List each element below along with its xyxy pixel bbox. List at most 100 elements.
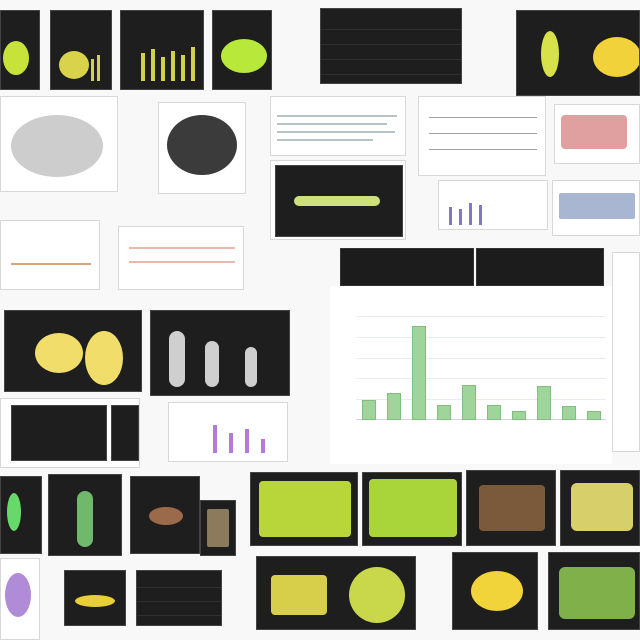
thumb-brown-card[interactable] bbox=[200, 500, 236, 556]
sprout-shape bbox=[7, 493, 21, 531]
thumb-root-sketch[interactable] bbox=[418, 96, 546, 176]
thumb-line-chart-right[interactable] bbox=[118, 226, 244, 290]
bar-2 bbox=[386, 392, 401, 420]
thumb-yellow-hand[interactable] bbox=[452, 552, 538, 630]
photo-shape bbox=[5, 573, 31, 617]
gridline bbox=[321, 74, 461, 75]
x-ticks bbox=[356, 424, 606, 464]
sketch-line bbox=[429, 117, 537, 118]
bar-chart-panel bbox=[330, 286, 612, 464]
thumb-brown-texture[interactable] bbox=[466, 470, 556, 546]
bar-stripe bbox=[449, 207, 452, 225]
bar-stripe bbox=[469, 203, 472, 225]
bar-stripe bbox=[181, 55, 185, 81]
thumb-yellow-leaf-1[interactable] bbox=[0, 10, 40, 90]
texture-shape bbox=[349, 567, 405, 623]
bar-stripe bbox=[459, 209, 462, 225]
bar-5 bbox=[461, 384, 476, 420]
gridline bbox=[137, 615, 221, 616]
leaf-shape bbox=[3, 41, 29, 75]
bar-1 bbox=[361, 400, 376, 420]
thumb-yellow-corn-panel[interactable] bbox=[516, 10, 640, 96]
gridline bbox=[137, 601, 221, 602]
panel-shape bbox=[561, 115, 627, 149]
thumb-yellow-fibers[interactable] bbox=[560, 470, 640, 546]
thumb-spreadsheet-dark[interactable] bbox=[136, 570, 222, 626]
bar-8 bbox=[536, 385, 551, 420]
thumb-lime-network-1[interactable] bbox=[250, 472, 358, 546]
thumb-yellow-network[interactable] bbox=[256, 556, 416, 630]
grid-lines bbox=[356, 316, 606, 420]
text-line bbox=[277, 123, 387, 125]
thumb-bar-graph-1[interactable] bbox=[120, 10, 204, 90]
thumb-line-chart-left[interactable] bbox=[0, 220, 100, 290]
line-series bbox=[11, 263, 91, 265]
chart-plot-area bbox=[356, 316, 606, 420]
corn-shape bbox=[541, 31, 559, 77]
thumb-yellow-leaf-2[interactable] bbox=[50, 10, 112, 90]
bar-6 bbox=[486, 405, 501, 420]
monitor-screen bbox=[11, 405, 107, 461]
thumb-purple-photo[interactable] bbox=[0, 558, 40, 640]
monitor-tab bbox=[111, 405, 139, 461]
leaf-shape bbox=[221, 39, 267, 73]
line-series bbox=[129, 247, 235, 249]
bar-stripe bbox=[479, 205, 482, 225]
line-series bbox=[129, 261, 235, 263]
thumb-bar-chart-small[interactable] bbox=[438, 180, 548, 230]
thumb-scatter-chart[interactable] bbox=[270, 160, 406, 240]
bar-stripe bbox=[171, 51, 175, 81]
root-shape bbox=[169, 331, 185, 387]
plot-area bbox=[275, 165, 403, 237]
strand-shape bbox=[559, 567, 635, 619]
bar-7 bbox=[511, 410, 526, 420]
thumb-gray-sketch[interactable] bbox=[0, 96, 118, 192]
texture-shape bbox=[479, 485, 545, 531]
fiber-shape bbox=[571, 483, 633, 531]
thumb-dark-photo[interactable] bbox=[158, 102, 246, 194]
thumb-gray-roots[interactable] bbox=[150, 310, 290, 396]
bar-stripe bbox=[191, 47, 195, 81]
gridline bbox=[356, 316, 606, 317]
bar-stripe bbox=[141, 53, 145, 81]
bar-stripe bbox=[97, 55, 100, 81]
thumb-green-yellow-strands[interactable] bbox=[548, 552, 640, 630]
thumb-green-sprout[interactable] bbox=[0, 476, 42, 554]
gridline bbox=[356, 378, 606, 380]
thumb-lime-network-2[interactable] bbox=[362, 472, 462, 546]
thumb-yellow-cob-1[interactable] bbox=[4, 310, 142, 392]
bar-stripe bbox=[213, 425, 217, 453]
thumb-right-edge-panel[interactable] bbox=[612, 252, 640, 452]
bar-stripe bbox=[245, 429, 249, 453]
gridline bbox=[356, 419, 606, 420]
bar-stripe bbox=[151, 49, 155, 81]
banner-left bbox=[340, 248, 474, 286]
text-line bbox=[277, 115, 397, 117]
thumb-text-doc[interactable] bbox=[270, 96, 406, 156]
leaf-shape bbox=[59, 51, 89, 79]
bar-9 bbox=[561, 406, 576, 420]
gridline bbox=[321, 44, 461, 45]
gridline bbox=[356, 336, 606, 338]
gridline bbox=[137, 587, 221, 588]
root-shape bbox=[205, 341, 219, 387]
gridline bbox=[356, 357, 606, 359]
bars bbox=[356, 316, 606, 420]
thumb-brown-leaf[interactable] bbox=[130, 476, 200, 554]
thumb-green-blob[interactable] bbox=[212, 10, 272, 90]
thumb-yellow-leaf-3[interactable] bbox=[64, 570, 126, 626]
bar-stripe bbox=[261, 439, 265, 453]
corn-shape bbox=[593, 37, 639, 77]
series-shape bbox=[294, 196, 380, 206]
thumb-light-panel[interactable] bbox=[552, 180, 640, 236]
banner-right bbox=[476, 248, 604, 286]
bar-10 bbox=[586, 410, 601, 420]
panel-shape bbox=[559, 193, 635, 219]
texture-shape bbox=[259, 481, 351, 537]
thumb-spreadsheet[interactable] bbox=[320, 8, 462, 84]
thumb-green-stem[interactable] bbox=[48, 474, 122, 556]
leaf-shape bbox=[75, 595, 115, 607]
thumb-red-panel[interactable] bbox=[554, 104, 640, 164]
thumb-monitor-frame[interactable] bbox=[0, 398, 140, 468]
thumb-purple-bars[interactable] bbox=[168, 402, 288, 462]
